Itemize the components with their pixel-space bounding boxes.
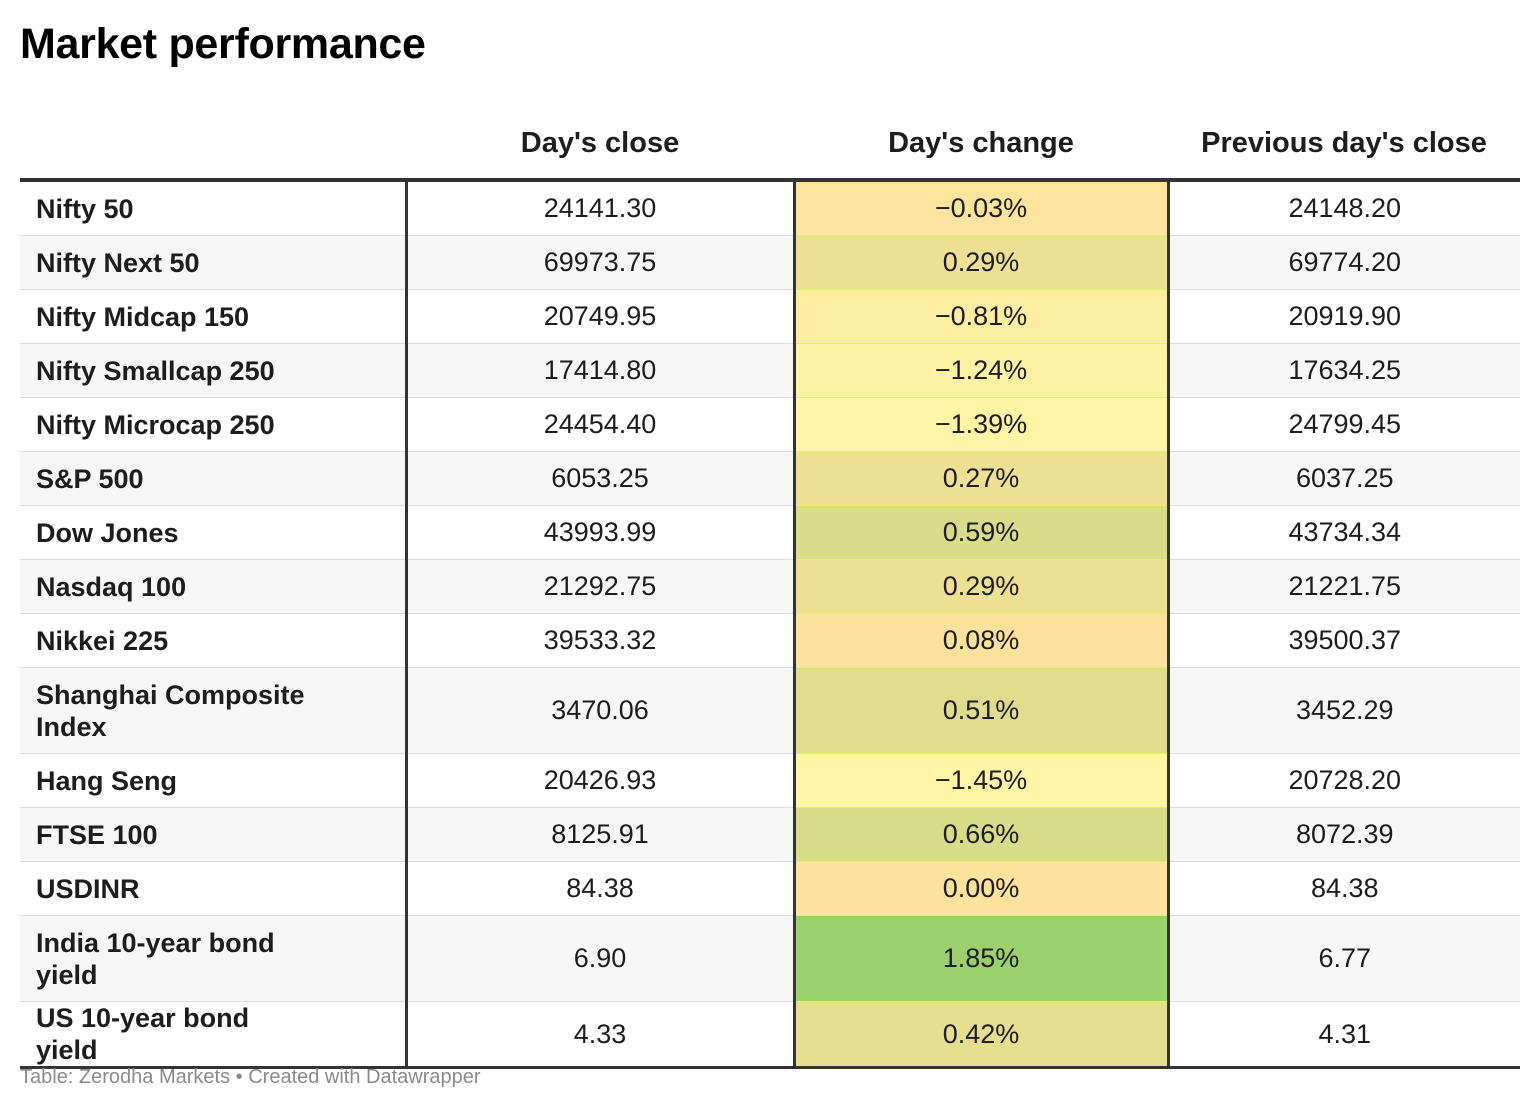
previous-close-cell: 6037.25 [1168,451,1520,506]
previous-close-cell: 24148.20 [1168,180,1520,236]
column-header-days-change[interactable]: Day's change [794,108,1168,182]
days-close-cell: 3470.06 [406,667,796,754]
previous-close-cell: 84.38 [1168,861,1520,916]
days-change-cell: 0.51% [794,667,1170,754]
days-close-cell: 69973.75 [406,235,796,290]
previous-close-cell: 21221.75 [1168,559,1520,614]
table-row: Nasdaq 100 21292.75 0.29% 21221.75 [20,559,1520,614]
previous-close-cell: 43734.34 [1168,505,1520,560]
row-name-cell: Nifty 50 [20,180,408,236]
days-close-cell: 39533.32 [406,613,796,668]
row-name-cell: Nifty Smallcap 250 [20,343,408,398]
table-row: Nifty 50 24141.30 −0.03% 24148.20 [20,180,1520,236]
table-row: Nikkei 225 39533.32 0.08% 39500.37 [20,613,1520,668]
table-row: USDINR 84.38 0.00% 84.38 [20,861,1520,916]
days-change-cell: 0.29% [794,235,1170,290]
row-name-cell: Nikkei 225 [20,613,408,668]
column-header-days-close[interactable]: Day's close [406,108,794,182]
previous-close-cell: 24799.45 [1168,397,1520,452]
days-change-cell: 1.85% [794,915,1170,1002]
previous-close-cell: 6.77 [1168,915,1520,1002]
days-change-cell: 0.42% [794,1001,1170,1069]
days-change-cell: 0.08% [794,613,1170,668]
column-header-name[interactable] [20,108,406,182]
previous-close-cell: 17634.25 [1168,343,1520,398]
days-close-cell: 24454.40 [406,397,796,452]
previous-close-cell: 69774.20 [1168,235,1520,290]
days-change-cell: 0.66% [794,807,1170,862]
days-close-cell: 4.33 [406,1001,796,1069]
days-change-cell: 0.27% [794,451,1170,506]
previous-close-cell: 3452.29 [1168,667,1520,754]
table-row: S&P 500 6053.25 0.27% 6037.25 [20,451,1520,506]
days-change-cell: −0.03% [794,180,1170,236]
table-row: India 10-year bond yield 6.90 1.85% 6.77 [20,915,1520,1002]
row-name-cell: USDINR [20,861,408,916]
row-name-cell: Dow Jones [20,505,408,560]
days-close-cell: 17414.80 [406,343,796,398]
row-name-cell: S&P 500 [20,451,408,506]
days-change-cell: 0.00% [794,861,1170,916]
days-change-cell: −1.45% [794,753,1170,808]
days-change-cell: 0.59% [794,505,1170,560]
table-row: FTSE 100 8125.91 0.66% 8072.39 [20,807,1520,862]
days-close-cell: 84.38 [406,861,796,916]
row-name-cell: Shanghai Composite Index [20,667,408,754]
days-change-cell: −1.39% [794,397,1170,452]
table-row: Nifty Next 50 69973.75 0.29% 69774.20 [20,235,1520,290]
table-row: Nifty Smallcap 250 17414.80 −1.24% 17634.25 [20,343,1520,398]
days-close-cell: 6053.25 [406,451,796,506]
table-row: Nifty Microcap 250 24454.40 −1.39% 24799.45 [20,397,1520,452]
days-close-cell: 43993.99 [406,505,796,560]
row-name-cell: Hang Seng [20,753,408,808]
days-change-cell: 0.29% [794,559,1170,614]
previous-close-cell: 4.31 [1168,1001,1520,1069]
table-body: Nifty 50 24141.30 −0.03% 24148.20 Nifty Next… [20,180,1520,1069]
days-close-cell: 21292.75 [406,559,796,614]
row-name-cell: India 10-year bond yield [20,915,408,1002]
row-name-cell: US 10-year bond yield [20,1001,408,1069]
row-name-cell: FTSE 100 [20,807,408,862]
previous-close-cell: 39500.37 [1168,613,1520,668]
column-header-previous-close[interactable]: Previous day's close [1168,108,1520,182]
chart-title: Market performance [20,20,426,68]
market-table: Day's close Day's change Previous day's … [20,108,1520,1069]
days-close-cell: 24141.30 [406,180,796,236]
row-name-cell: Nifty Midcap 150 [20,289,408,344]
previous-close-cell: 20919.90 [1168,289,1520,344]
days-close-cell: 8125.91 [406,807,796,862]
table-row: US 10-year bond yield 4.33 0.42% 4.31 [20,1001,1520,1069]
days-change-cell: −0.81% [794,289,1170,344]
table-row: Hang Seng 20426.93 −1.45% 20728.20 [20,753,1520,808]
days-close-cell: 20426.93 [406,753,796,808]
table-row: Nifty Midcap 150 20749.95 −0.81% 20919.90 [20,289,1520,344]
row-name-cell: Nifty Next 50 [20,235,408,290]
row-name-cell: Nasdaq 100 [20,559,408,614]
days-close-cell: 20749.95 [406,289,796,344]
source-footer: Table: Zerodha Markets • Created with Da… [20,1066,481,1088]
header-row: Day's close Day's change Previous day's … [20,108,1520,182]
table-row: Dow Jones 43993.99 0.59% 43734.34 [20,505,1520,560]
table-row: Shanghai Composite Index 3470.06 0.51% 3452… [20,667,1520,754]
previous-close-cell: 20728.20 [1168,753,1520,808]
days-change-cell: −1.24% [794,343,1170,398]
days-close-cell: 6.90 [406,915,796,1002]
previous-close-cell: 8072.39 [1168,807,1520,862]
row-name-cell: Nifty Microcap 250 [20,397,408,452]
